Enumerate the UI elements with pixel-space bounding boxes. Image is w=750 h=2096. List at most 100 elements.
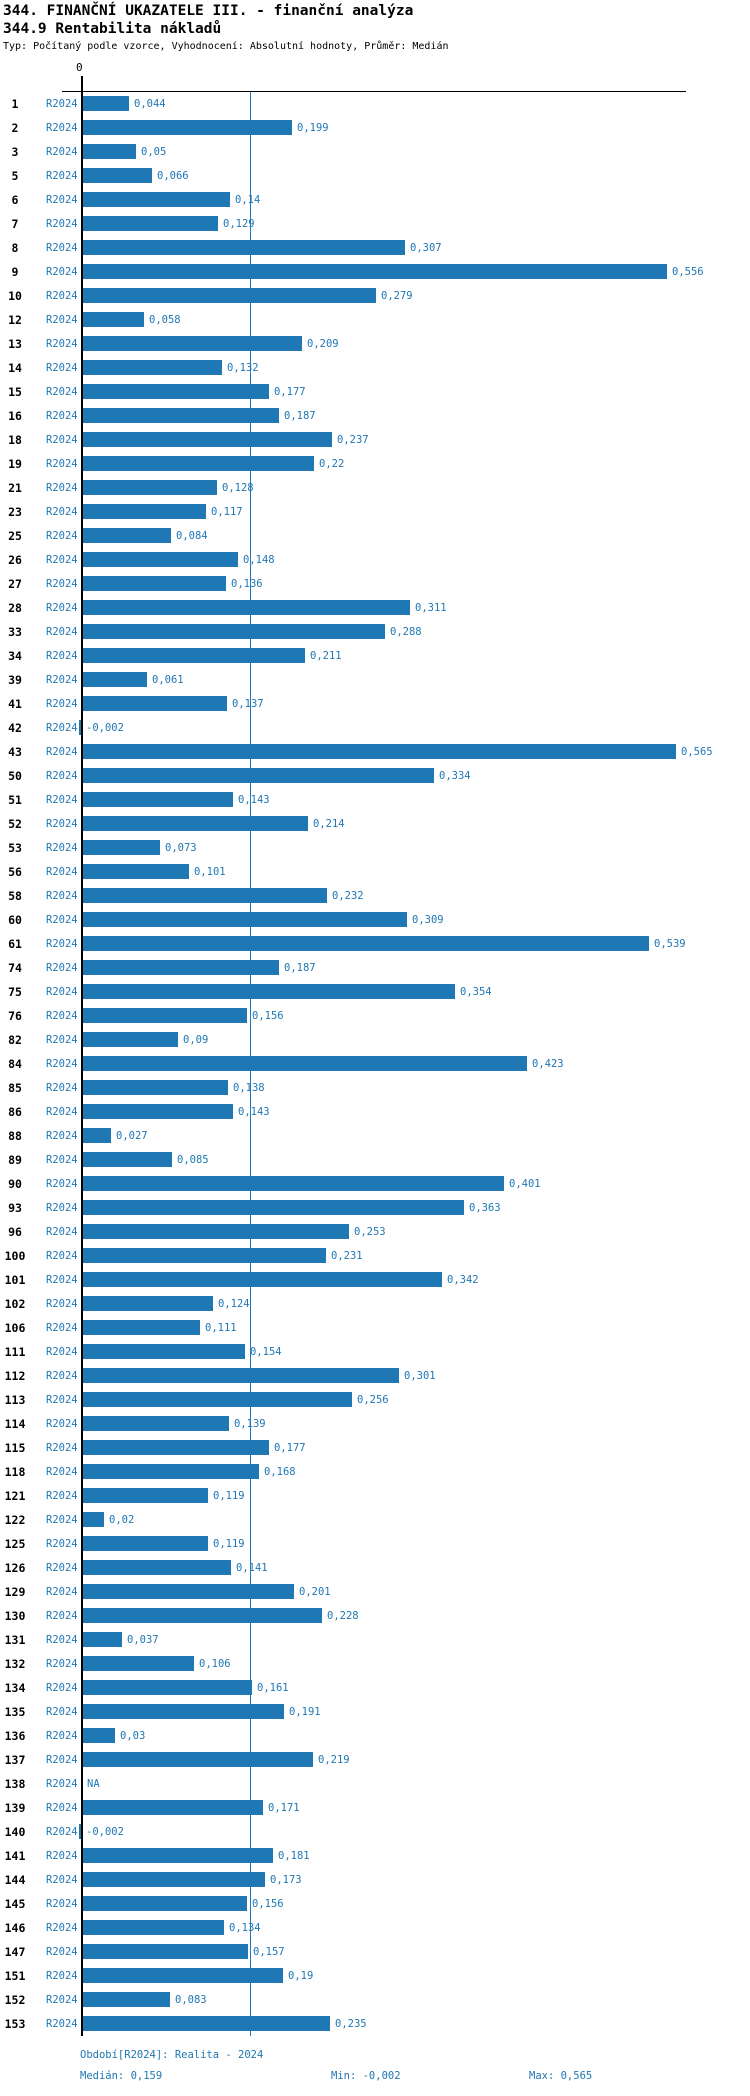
bar	[83, 1392, 352, 1407]
bar-value-label: 0,168	[264, 1466, 296, 1478]
chart-row: 5 R2024 0,066	[0, 164, 750, 188]
bar-chart: 0 1 R2024 0,044 2 R2024 0,199 3 R2024 0,05 5 R2024…	[0, 61, 750, 2036]
chart-row: 27 R2024 0,136	[0, 572, 750, 596]
row-series-label: R2024	[46, 1610, 78, 1622]
bar-value-label: 0,106	[199, 1658, 231, 1670]
bar	[83, 1872, 265, 1887]
chart-row: 130 R2024 0,228	[0, 1604, 750, 1628]
chart-row: 144 R2024 0,173	[0, 1868, 750, 1892]
row-series-label: R2024	[46, 1946, 78, 1958]
row-id-label: 114	[4, 1417, 26, 1431]
chart-row: 136 R2024 0,03	[0, 1724, 750, 1748]
row-series-label: R2024	[46, 314, 78, 326]
bar-value-label: 0,334	[439, 770, 471, 782]
row-series-label: R2024	[46, 266, 78, 278]
bar	[83, 336, 302, 351]
row-series-label: R2024	[46, 1778, 78, 1790]
min-summary-label: Min: -0,002	[331, 2070, 401, 2082]
chart-row: 23 R2024 0,117	[0, 500, 750, 524]
row-id-label: 8	[11, 241, 19, 255]
bar-value-label: 0,139	[234, 1418, 266, 1430]
bar	[83, 624, 385, 639]
row-id-label: 144	[4, 1873, 26, 1887]
chart-row: 18 R2024 0,237	[0, 428, 750, 452]
chart-row: 129 R2024 0,201	[0, 1580, 750, 1604]
bar-value-label: 0,157	[253, 1946, 285, 1958]
row-series-label: R2024	[46, 242, 78, 254]
chart-row: 8 R2024 0,307	[0, 236, 750, 260]
row-series-label: R2024	[46, 938, 78, 950]
row-series-label: R2024	[46, 1466, 78, 1478]
chart-row: 10 R2024 0,279	[0, 284, 750, 308]
row-id-label: 139	[4, 1801, 26, 1815]
row-series-label: R2024	[46, 1154, 78, 1166]
row-series-label: R2024	[46, 1490, 78, 1502]
bar-value-label: 0,129	[223, 218, 255, 230]
row-id-label: 19	[8, 457, 22, 471]
bar	[83, 1176, 504, 1191]
chart-row: 88 R2024 0,027	[0, 1124, 750, 1148]
bar-value-label: 0,02	[109, 1514, 135, 1526]
chart-row: 139 R2024 0,171	[0, 1796, 750, 1820]
chart-row: 42 R2024 -0,002	[0, 716, 750, 740]
row-series-label: R2024	[46, 746, 78, 758]
row-id-label: 21	[8, 481, 22, 495]
bar	[83, 1128, 111, 1143]
chart-row: 152 R2024 0,083	[0, 1988, 750, 2012]
bar-value-label: 0,199	[297, 122, 329, 134]
row-id-label: 26	[8, 553, 22, 567]
bar-value-label: 0,037	[127, 1634, 159, 1646]
chart-row: 89 R2024 0,085	[0, 1148, 750, 1172]
bar	[83, 1248, 326, 1263]
bar	[83, 1944, 248, 1959]
row-series-label: R2024	[46, 1394, 78, 1406]
bar-value-label: 0,161	[257, 1682, 289, 1694]
bar-value-label: 0,423	[532, 1058, 564, 1070]
row-id-label: 153	[4, 2017, 26, 2031]
bar	[83, 528, 171, 543]
bar-value-label: 0,124	[218, 1298, 250, 1310]
row-series-label: R2024	[46, 1106, 78, 1118]
bar	[83, 2016, 330, 2031]
row-series-label: R2024	[46, 1250, 78, 1262]
bar	[83, 1104, 233, 1119]
chart-row: 121 R2024 0,119	[0, 1484, 750, 1508]
row-id-label: 25	[8, 529, 22, 543]
row-series-label: R2024	[46, 1802, 78, 1814]
chart-row: 2 R2024 0,199	[0, 116, 750, 140]
row-id-label: 134	[4, 1681, 26, 1695]
row-id-label: 115	[4, 1441, 26, 1455]
chart-row: 60 R2024 0,309	[0, 908, 750, 932]
chart-row: 3 R2024 0,05	[0, 140, 750, 164]
bar-value-label: 0,187	[284, 962, 316, 974]
bar-value-label: 0,256	[357, 1394, 389, 1406]
row-id-label: 13	[8, 337, 22, 351]
row-series-label: R2024	[46, 1370, 78, 1382]
row-id-label: 43	[8, 745, 22, 759]
row-id-label: 85	[8, 1081, 22, 1095]
chart-row: 153 R2024 0,235	[0, 2012, 750, 2036]
chart-row: 7 R2024 0,129	[0, 212, 750, 236]
bar	[83, 168, 152, 183]
row-series-label: R2024	[46, 1850, 78, 1862]
chart-row: 6 R2024 0,14	[0, 188, 750, 212]
bar	[83, 648, 305, 663]
chart-row: 115 R2024 0,177	[0, 1436, 750, 1460]
chart-row: 39 R2024 0,061	[0, 668, 750, 692]
row-series-label: R2024	[46, 626, 78, 638]
bar	[83, 888, 327, 903]
row-series-label: R2024	[46, 1994, 78, 2006]
row-series-label: R2024	[46, 338, 78, 350]
bar	[83, 1800, 263, 1815]
row-series-label: R2024	[46, 1226, 78, 1238]
row-series-label: R2024	[46, 290, 78, 302]
row-series-label: R2024	[46, 122, 78, 134]
chart-row: 50 R2024 0,334	[0, 764, 750, 788]
bar	[83, 672, 147, 687]
bar-value-label: 0,187	[284, 410, 316, 422]
row-series-label: R2024	[46, 1874, 78, 1886]
row-series-label: R2024	[46, 1178, 78, 1190]
row-series-label: R2024	[46, 986, 78, 998]
row-id-label: 18	[8, 433, 22, 447]
bar-value-label: 0,307	[410, 242, 442, 254]
